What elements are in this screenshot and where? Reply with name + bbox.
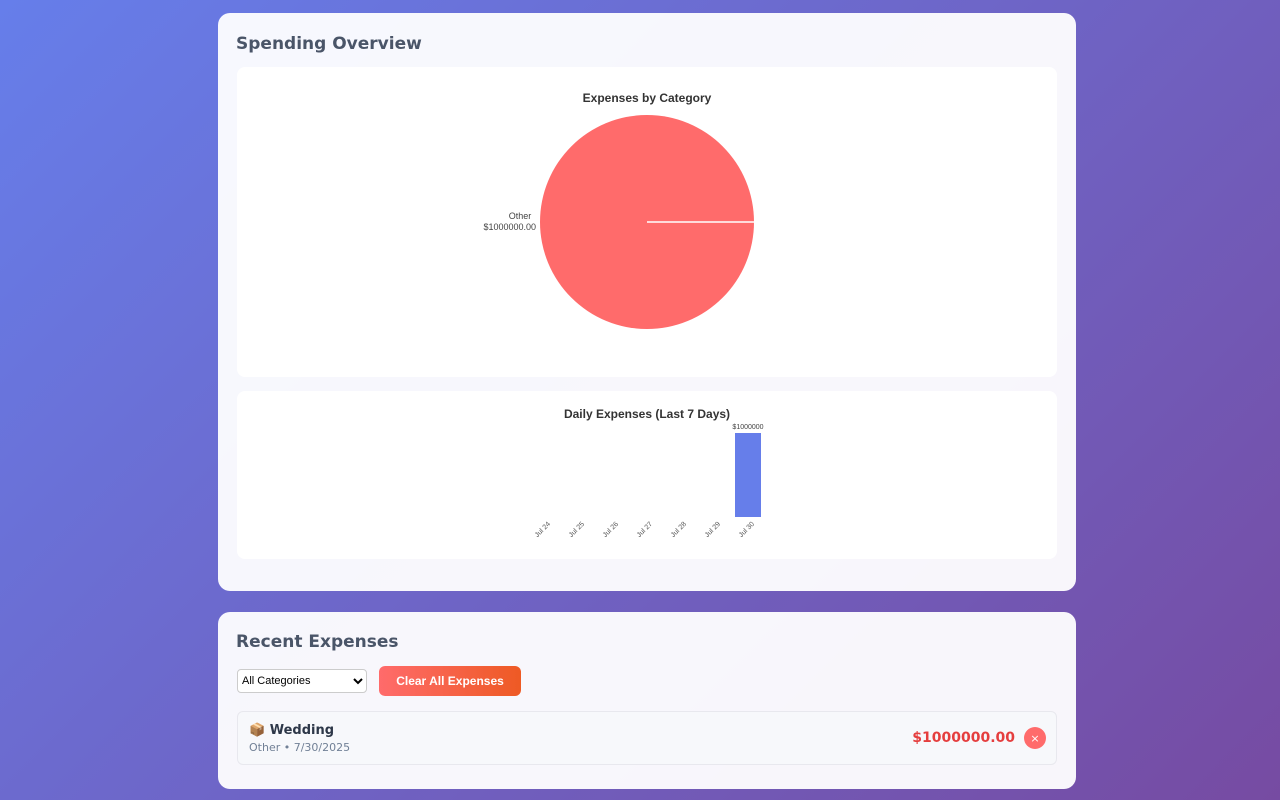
overview-card: Spending Overview Expenses by Category O… — [218, 13, 1076, 591]
bar-panel: Daily Expenses (Last 7 Days) Jul 24 Jul 2… — [237, 391, 1057, 559]
expense-date: 7/30/2025 — [293, 741, 351, 754]
expense-category: Other — [249, 741, 281, 754]
recent-card: Recent Expenses All Categories Clear All… — [218, 612, 1076, 789]
x-tick-label: Jul 24 — [534, 521, 552, 539]
x-tick-label: Jul 26 — [602, 521, 620, 539]
category-filter[interactable]: All Categories — [237, 669, 367, 693]
slice-value: $1000000.00 — [483, 222, 536, 232]
expense-item: 📦 Wedding Other • 7/30/2025 $1000000.00 … — [237, 711, 1057, 765]
pie-panel: Expenses by Category Other $1000000.00 — [237, 67, 1057, 377]
expense-title: 📦 Wedding — [249, 723, 334, 738]
x-tick-label: Jul 30 — [738, 521, 756, 539]
expense-amount: $1000000.00 — [912, 730, 1015, 746]
x-tick-label: Jul 29 — [704, 521, 722, 539]
expense-meta: Other • 7/30/2025 — [249, 741, 351, 754]
slice-label: Other — [509, 211, 532, 221]
bar-value: $1000000 — [732, 424, 763, 431]
bar — [735, 433, 761, 517]
x-tick-label: Jul 27 — [636, 521, 654, 539]
expense-name: Wedding — [269, 723, 335, 738]
pie-chart: Expenses by Category Other$1000000.00 — [483, 91, 754, 329]
chart-title: Expenses by Category — [583, 91, 712, 105]
bar-chart: Daily Expenses (Last 7 Days) Jul 24 Jul 2… — [534, 407, 764, 539]
x-tick-label: Jul 28 — [670, 521, 688, 539]
section-title: Recent Expenses — [236, 632, 399, 652]
chart-title: Daily Expenses (Last 7 Days) — [564, 407, 730, 421]
delete-button[interactable]: × — [1024, 727, 1046, 749]
clear-button[interactable]: Clear All Expenses — [379, 666, 521, 696]
x-tick-label: Jul 25 — [568, 521, 586, 539]
expense-icon: 📦 — [249, 723, 266, 738]
section-title: Spending Overview — [236, 34, 422, 54]
